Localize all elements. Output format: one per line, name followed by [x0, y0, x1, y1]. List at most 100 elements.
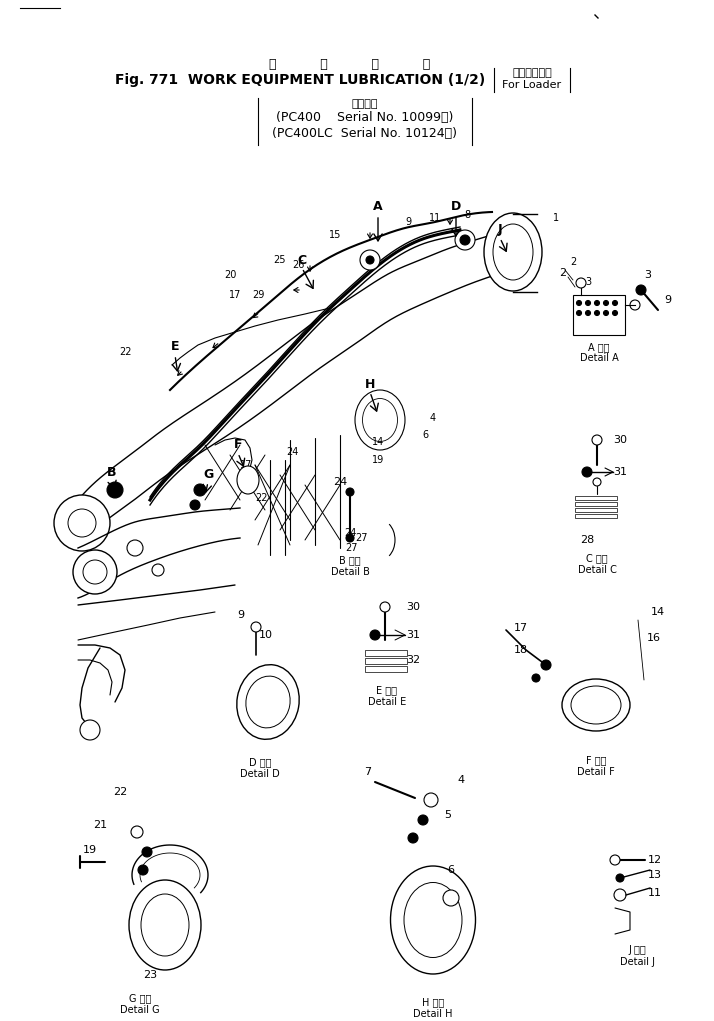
- Circle shape: [455, 230, 475, 250]
- Text: C: C: [298, 253, 306, 266]
- Text: D 詳細: D 詳細: [248, 757, 271, 767]
- Circle shape: [366, 256, 374, 264]
- Text: Detail C: Detail C: [578, 565, 616, 575]
- Circle shape: [585, 300, 590, 305]
- Text: 31: 31: [406, 630, 420, 640]
- Text: 2: 2: [560, 268, 567, 278]
- Text: 14: 14: [372, 437, 384, 447]
- Text: 9: 9: [405, 217, 411, 227]
- Text: 22: 22: [113, 787, 127, 797]
- Text: B: B: [107, 467, 117, 480]
- Text: For Loader: For Loader: [503, 80, 562, 90]
- Ellipse shape: [484, 213, 542, 291]
- Text: A 詳細: A 詳細: [588, 342, 610, 352]
- Text: Detail F: Detail F: [577, 767, 615, 777]
- Circle shape: [592, 435, 602, 445]
- Circle shape: [54, 495, 110, 551]
- Text: 作          機          溿          滑: 作 機 溿 滑: [269, 58, 431, 71]
- Text: 4: 4: [458, 775, 465, 785]
- Text: 10: 10: [259, 630, 273, 640]
- Circle shape: [68, 509, 96, 537]
- Text: 31: 31: [613, 467, 627, 477]
- Text: H: H: [365, 378, 375, 390]
- Circle shape: [616, 874, 624, 882]
- Text: Detail J: Detail J: [620, 957, 655, 967]
- Bar: [575, 514, 617, 518]
- Ellipse shape: [363, 398, 398, 441]
- Text: E: E: [171, 340, 179, 353]
- Text: (PC400    Serial No. 10099～): (PC400 Serial No. 10099～): [276, 111, 453, 125]
- Circle shape: [138, 865, 148, 875]
- Circle shape: [576, 278, 586, 288]
- Bar: [365, 658, 407, 664]
- Text: 20: 20: [223, 270, 236, 280]
- Text: 16: 16: [647, 633, 661, 643]
- Text: 9: 9: [665, 295, 672, 305]
- Text: 17: 17: [240, 460, 252, 470]
- Text: 11: 11: [648, 888, 662, 898]
- Text: B 詳細: B 詳細: [339, 555, 361, 565]
- Circle shape: [251, 622, 261, 632]
- Text: 18: 18: [514, 645, 528, 655]
- Circle shape: [614, 889, 626, 901]
- Circle shape: [630, 300, 640, 310]
- Circle shape: [610, 855, 620, 865]
- Text: Detail G: Detail G: [120, 1005, 160, 1015]
- Text: 26: 26: [292, 260, 304, 270]
- Circle shape: [424, 793, 438, 807]
- Circle shape: [613, 300, 618, 305]
- Text: 5: 5: [445, 810, 451, 820]
- Text: (PC400LC  Serial No. 10124～): (PC400LC Serial No. 10124～): [273, 128, 458, 141]
- Circle shape: [152, 564, 164, 576]
- Circle shape: [360, 250, 380, 270]
- Circle shape: [131, 826, 143, 838]
- Ellipse shape: [237, 466, 259, 494]
- Text: 12: 12: [648, 855, 662, 865]
- Text: 15: 15: [329, 230, 341, 240]
- Text: 11: 11: [429, 213, 441, 223]
- Bar: [575, 496, 617, 500]
- Text: G 詳細: G 詳細: [129, 993, 151, 1003]
- Text: 17: 17: [228, 290, 241, 300]
- Text: 14: 14: [651, 607, 665, 617]
- Ellipse shape: [141, 894, 189, 956]
- Text: 24: 24: [286, 447, 298, 457]
- Circle shape: [142, 847, 152, 857]
- Text: 27: 27: [346, 543, 358, 553]
- Circle shape: [582, 467, 592, 477]
- Circle shape: [80, 720, 100, 740]
- Circle shape: [541, 660, 551, 670]
- Text: Fig. 771  WORK EQUIPMENT LUBRICATION (1/2): Fig. 771 WORK EQUIPMENT LUBRICATION (1/2…: [115, 72, 485, 87]
- Text: 3: 3: [585, 277, 591, 287]
- Bar: [575, 502, 617, 506]
- Text: 29: 29: [252, 290, 264, 300]
- Bar: [365, 666, 407, 672]
- Ellipse shape: [129, 880, 201, 970]
- Ellipse shape: [404, 882, 462, 958]
- Ellipse shape: [571, 686, 621, 724]
- Circle shape: [107, 482, 123, 498]
- Text: 27: 27: [356, 533, 368, 543]
- Text: 24: 24: [344, 528, 356, 538]
- Text: 23: 23: [143, 970, 157, 980]
- Text: 24: 24: [333, 477, 347, 487]
- Ellipse shape: [355, 390, 405, 450]
- Text: 7: 7: [364, 767, 371, 777]
- Circle shape: [595, 300, 600, 305]
- Circle shape: [576, 310, 581, 315]
- Text: Detail A: Detail A: [580, 353, 618, 363]
- Circle shape: [190, 500, 200, 510]
- Text: 30: 30: [613, 435, 627, 445]
- Bar: [365, 650, 407, 657]
- Text: F: F: [233, 438, 242, 451]
- Text: 1: 1: [553, 213, 559, 223]
- Text: 19: 19: [372, 455, 384, 465]
- Text: J 詳細: J 詳細: [628, 945, 646, 955]
- Text: 30: 30: [406, 602, 420, 612]
- Ellipse shape: [493, 224, 533, 280]
- Circle shape: [380, 602, 390, 612]
- Text: 2: 2: [570, 257, 576, 268]
- Ellipse shape: [246, 676, 290, 728]
- Text: F 詳細: F 詳細: [585, 755, 606, 765]
- Text: 4: 4: [430, 414, 436, 423]
